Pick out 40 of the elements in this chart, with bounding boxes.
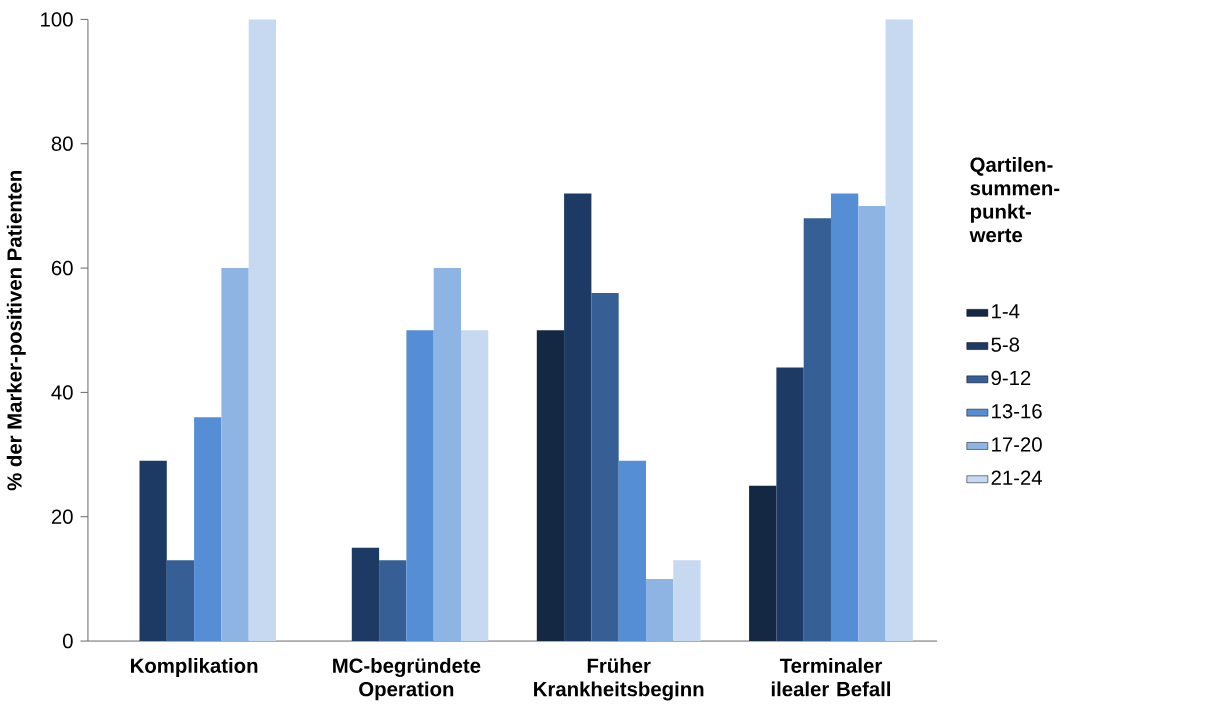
bar	[139, 460, 167, 641]
y-tick-label: 80	[51, 136, 73, 151]
bar	[885, 19, 913, 641]
legend-label: 13-16	[992, 403, 1042, 419]
y-tick-label: 40	[51, 385, 73, 400]
legend-label: 21-24	[991, 470, 1042, 485]
bar	[618, 460, 646, 641]
y-tick-label: 20	[51, 509, 73, 524]
y-tick-label: 100	[41, 12, 73, 27]
y-axis-title: % der Marker-positiven Patienten	[6, 170, 26, 491]
x-tick-label: MC-begründete Operation	[333, 657, 481, 701]
bar	[803, 218, 831, 641]
legend-label: 5-8	[991, 337, 1020, 352]
x-tick-label: Komplikation	[131, 657, 258, 677]
bar	[564, 193, 592, 641]
bar	[591, 292, 619, 641]
y-tick-label: 0	[62, 633, 73, 649]
bar	[673, 560, 701, 641]
x-tick-label: Früher Krankheitsbeginn	[534, 657, 704, 701]
bar	[776, 367, 804, 641]
bar	[433, 268, 461, 641]
legend-label: 17-20	[992, 437, 1042, 452]
legend-label: 9-12	[991, 370, 1031, 386]
x-tick-label: Terminaler ilealer Befall	[771, 657, 891, 697]
bar	[406, 330, 434, 641]
bar	[379, 560, 407, 641]
legend-title: Qartilen-summen-punkt-werte	[969, 156, 1060, 243]
bar	[645, 578, 674, 641]
bar	[460, 330, 489, 641]
bar	[830, 193, 859, 641]
bar	[166, 560, 195, 641]
bar	[858, 205, 886, 641]
legend-label: 1-4	[992, 304, 1020, 319]
bar	[221, 268, 249, 641]
bar	[351, 547, 380, 641]
bar	[248, 19, 276, 641]
y-tick-label: 60	[51, 260, 73, 276]
bar	[194, 417, 222, 641]
bar	[536, 330, 565, 641]
bar	[749, 485, 777, 641]
